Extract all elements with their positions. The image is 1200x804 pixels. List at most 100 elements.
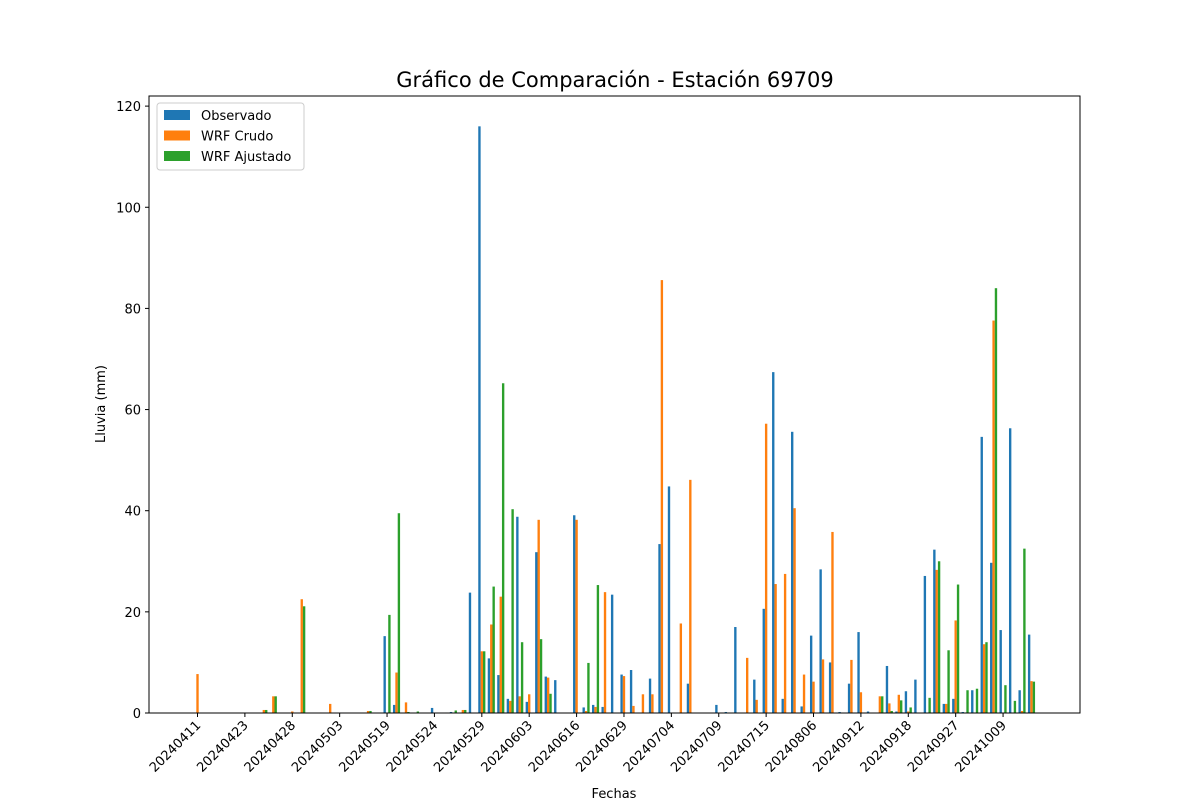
bar <box>497 675 500 713</box>
bar <box>897 694 900 713</box>
series-observado <box>383 126 1031 714</box>
bar <box>596 585 600 713</box>
bar <box>404 702 408 713</box>
bar <box>956 584 960 713</box>
legend: Observado WRF Crudo WRF Ajustado <box>156 102 305 171</box>
bar <box>584 710 588 713</box>
bar <box>900 700 903 713</box>
bar <box>857 632 860 713</box>
bar <box>603 592 607 713</box>
bar <box>516 516 519 713</box>
bar <box>291 711 294 713</box>
bar <box>1027 634 1031 713</box>
bar <box>601 706 604 713</box>
bar <box>734 627 737 713</box>
bar <box>1008 428 1012 713</box>
bar <box>878 696 882 713</box>
legend-swatch <box>164 130 190 141</box>
bar <box>483 651 486 713</box>
series-wrf-ajustado <box>265 288 1036 713</box>
x-axis: 2024041120240423202404282024050320240519… <box>147 713 1010 776</box>
bar <box>994 288 998 713</box>
bar <box>828 662 832 713</box>
bar <box>272 696 275 713</box>
bar <box>480 651 483 713</box>
bar <box>468 592 472 713</box>
bar <box>975 688 979 713</box>
bar <box>629 670 633 713</box>
bar <box>686 683 690 713</box>
bar <box>831 531 834 713</box>
y-tick-label: 20 <box>124 606 141 621</box>
bar <box>506 698 510 713</box>
bar <box>850 659 853 713</box>
bar <box>539 639 543 713</box>
bar <box>582 707 585 713</box>
bar <box>772 372 775 713</box>
bar <box>196 674 199 713</box>
bar <box>724 711 728 713</box>
bar <box>1032 681 1036 713</box>
bar <box>746 657 749 713</box>
bar <box>800 706 803 713</box>
bar <box>793 508 796 713</box>
bar <box>454 710 457 713</box>
legend-swatch <box>164 110 190 120</box>
bar <box>651 694 654 713</box>
bar <box>487 658 491 713</box>
bar <box>961 711 964 713</box>
bar <box>753 679 756 713</box>
bar <box>819 569 822 713</box>
bar <box>416 711 420 713</box>
series-wrf-crudo <box>196 280 1033 713</box>
y-axis: 0 20 40 60 80 100 120 <box>116 100 149 722</box>
bar <box>914 679 917 713</box>
bar <box>933 549 936 713</box>
bar <box>907 711 910 713</box>
y-tick-label: 0 <box>133 707 141 722</box>
bar <box>587 662 590 713</box>
bar <box>549 693 552 713</box>
bar <box>464 709 467 713</box>
bar <box>274 696 277 713</box>
bar <box>528 694 531 713</box>
bar <box>544 676 547 713</box>
bar <box>937 561 941 713</box>
bar <box>781 698 784 713</box>
legend-box <box>156 102 305 171</box>
bars-layer <box>196 126 1036 714</box>
bar <box>449 711 453 713</box>
bar <box>947 650 950 713</box>
x-axis-label: Fechas <box>592 787 637 800</box>
bar <box>942 703 946 713</box>
bar <box>985 642 988 713</box>
bar <box>809 635 813 713</box>
bar <box>658 544 661 713</box>
bar <box>490 624 493 713</box>
bar <box>791 431 794 713</box>
bar <box>954 620 957 713</box>
bar <box>866 711 870 713</box>
bar <box>802 674 806 713</box>
bar <box>1023 548 1026 713</box>
bar <box>774 584 777 713</box>
bar <box>928 697 931 713</box>
bar <box>667 486 671 713</box>
bar <box>715 704 718 713</box>
bar <box>395 672 398 713</box>
bar <box>397 513 401 713</box>
bar <box>302 606 306 713</box>
bar <box>1013 700 1017 713</box>
bar <box>537 519 540 713</box>
y-tick-label: 40 <box>124 505 141 520</box>
bar <box>632 705 635 713</box>
bar <box>492 586 495 713</box>
bar <box>594 706 597 713</box>
plot-frame <box>148 95 1081 714</box>
bar <box>971 690 974 713</box>
bar <box>783 573 787 713</box>
bar <box>501 383 505 713</box>
bar <box>859 692 863 713</box>
